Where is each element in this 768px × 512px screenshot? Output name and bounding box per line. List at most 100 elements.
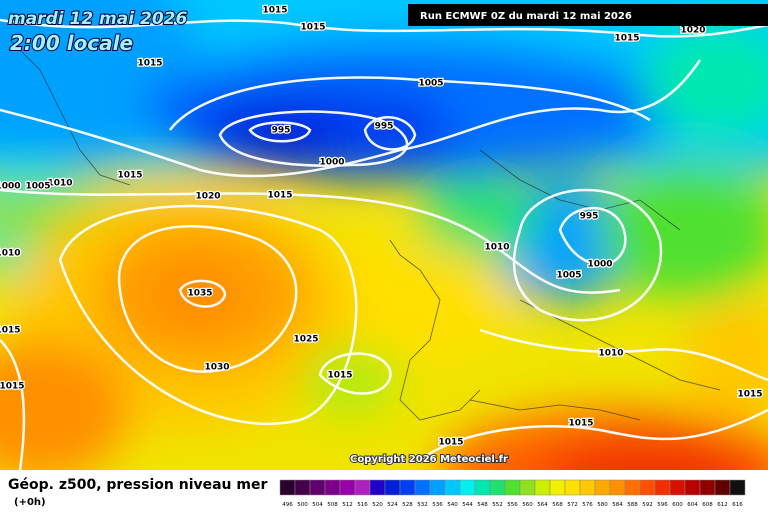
legend-swatch — [294, 479, 311, 496]
run-box — [408, 4, 768, 26]
legend-label: 544 — [462, 502, 473, 508]
legend-label: 528 — [402, 502, 413, 508]
legend-label: 504 — [312, 502, 323, 508]
legend-swatch — [474, 479, 491, 496]
legend-label: 540 — [447, 502, 458, 508]
legend-swatch — [684, 479, 701, 496]
isobar-labels: 1015 1015 1015 1020 1015 1005 995 995 1000 1015 10… — [0, 4, 764, 449]
run-info: Run ECMWF 0Z du mardi 12 mai 2026 — [420, 11, 632, 22]
isobar-label: 1010 — [484, 243, 509, 253]
isobar-label: 1000 — [319, 158, 344, 168]
isobar-label: 1015 — [262, 6, 287, 16]
legend-label: 556 — [507, 502, 518, 508]
isobar-label: 1010 — [0, 249, 21, 259]
isobar-label: 1015 — [0, 382, 25, 392]
isobar-label: 1015 — [737, 390, 762, 400]
color-legend: 496 500 504 508 512 516 520 524 528 532 536 540 544 5… — [279, 479, 746, 508]
legend-swatch — [384, 479, 401, 496]
isobar-label: 1015 — [438, 438, 463, 448]
isobar-label: 1015 — [117, 171, 142, 181]
legend-swatch — [729, 479, 746, 496]
legend-label: 560 — [522, 502, 533, 508]
isobar-label: 1005 — [556, 271, 581, 281]
legend-label: 596 — [657, 502, 668, 508]
legend-swatch — [534, 479, 551, 496]
legend-swatch — [594, 479, 611, 496]
legend-swatch — [549, 479, 566, 496]
legend-swatch — [459, 479, 476, 496]
isobar-label: 1005 — [418, 79, 443, 89]
isobar-label: 1000 — [0, 182, 21, 192]
legend-swatch — [654, 479, 671, 496]
legend-label: 600 — [672, 502, 683, 508]
legend-label: 512 — [342, 502, 353, 508]
legend-label: 496 — [282, 502, 293, 508]
legend-label: 572 — [567, 502, 578, 508]
date: mardi 12 mai 2026 — [8, 9, 187, 29]
legend-swatch — [564, 479, 581, 496]
isobars — [0, 18, 768, 470]
footer-subtitle: (+0h) — [14, 497, 46, 508]
legend-swatch — [444, 479, 461, 496]
legend-label: 516 — [357, 502, 368, 508]
legend-swatch — [624, 479, 641, 496]
legend-label: 564 — [537, 502, 548, 508]
legend-label: 592 — [642, 502, 653, 508]
isobar-label: 1000 — [587, 260, 612, 270]
legend-swatch — [609, 479, 626, 496]
isobar-label: 1020 — [680, 26, 705, 36]
legend-label: 508 — [327, 502, 338, 508]
legend-label: 536 — [432, 502, 443, 508]
legend-swatch — [339, 479, 356, 496]
legend-swatch — [279, 479, 296, 496]
legend-swatch — [399, 479, 416, 496]
legend-label: 588 — [627, 502, 638, 508]
legend-label: 576 — [582, 502, 593, 508]
isobar-label: 1025 — [293, 335, 318, 345]
legend-swatch — [429, 479, 446, 496]
legend-swatch — [309, 479, 326, 496]
isobar-label: 1015 — [327, 371, 352, 381]
legend-label: 580 — [597, 502, 608, 508]
local-time: 2:00 locale — [10, 31, 133, 55]
legend-swatch — [369, 479, 386, 496]
legend-swatch — [714, 479, 731, 496]
legend-label: 524 — [387, 502, 398, 508]
isobar-label: 1015 — [0, 326, 21, 336]
isobar-label: 1015 — [267, 191, 292, 201]
legend-label: 616 — [732, 502, 743, 508]
legend-label: 568 — [552, 502, 563, 508]
isobar-label: 1030 — [204, 363, 229, 373]
isobar-label: 1015 — [614, 34, 639, 44]
legend-swatch — [489, 479, 506, 496]
isobar-label: 1010 — [47, 179, 72, 189]
copyright: Copyright 2026 Meteociel.fr — [350, 454, 508, 465]
legend-swatch — [354, 479, 371, 496]
isobar-label: 995 — [375, 122, 394, 132]
legend-label: 520 — [372, 502, 383, 508]
legend-label: 548 — [477, 502, 488, 508]
legend-swatch — [414, 479, 431, 496]
legend-swatch — [579, 479, 596, 496]
isobar-label: 995 — [580, 212, 599, 222]
isobar-label: 1015 — [568, 419, 593, 429]
legend-swatch — [669, 479, 686, 496]
footer-title: Géop. z500, pression niveau mer — [8, 477, 267, 493]
legend-label: 608 — [702, 502, 713, 508]
legend-label: 500 — [297, 502, 308, 508]
legend-label: 532 — [417, 502, 428, 508]
isobar-label: 1015 — [300, 23, 325, 33]
legend-swatch — [639, 479, 656, 496]
legend-label: 552 — [492, 502, 503, 508]
isobar-label: 1035 — [187, 289, 212, 299]
legend-label: 612 — [717, 502, 728, 508]
legend-swatch — [699, 479, 716, 496]
legend-swatch — [519, 479, 536, 496]
legend-label: 584 — [612, 502, 623, 508]
isobar-label: 1005 — [25, 182, 50, 192]
isobar-label: 1010 — [598, 349, 623, 359]
isobar-label: 1015 — [137, 59, 162, 69]
legend-label: 604 — [687, 502, 698, 508]
